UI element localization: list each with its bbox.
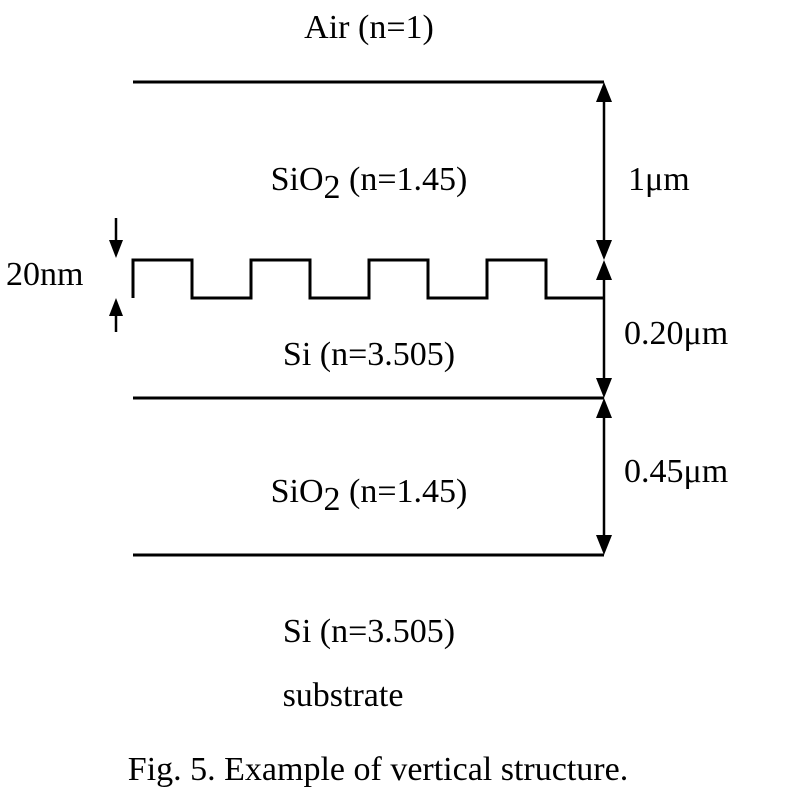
grating-depth-label: 20nm — [6, 256, 83, 293]
oxide-bottom-label: SiO2 (n=1.45) — [271, 473, 468, 518]
oxide-top-dimension-arrow — [596, 82, 612, 260]
oxide-top-label: SiO2 (n=1.45) — [271, 161, 468, 206]
figure-caption: Fig. 5. Example of vertical structure. — [128, 751, 628, 788]
substrate-label: substrate — [283, 677, 404, 714]
oxide-bottom-dimension-arrow — [596, 398, 612, 555]
core-thickness-label: 0.20μm — [624, 315, 728, 352]
oxide-top-thickness-label: 1μm — [628, 161, 690, 198]
grating-profile — [131, 258, 604, 300]
grating-depth-arrow-bottom — [109, 298, 123, 332]
grating-depth-arrow-top — [109, 218, 123, 258]
core-dimension-arrow — [596, 260, 612, 398]
substrate-material-label: Si (n=3.505) — [283, 613, 455, 650]
si-core-label: Si (n=3.505) — [283, 336, 455, 373]
oxide-bottom-thickness-label: 0.45μm — [624, 453, 728, 490]
air-label: Air (n=1) — [304, 9, 434, 46]
